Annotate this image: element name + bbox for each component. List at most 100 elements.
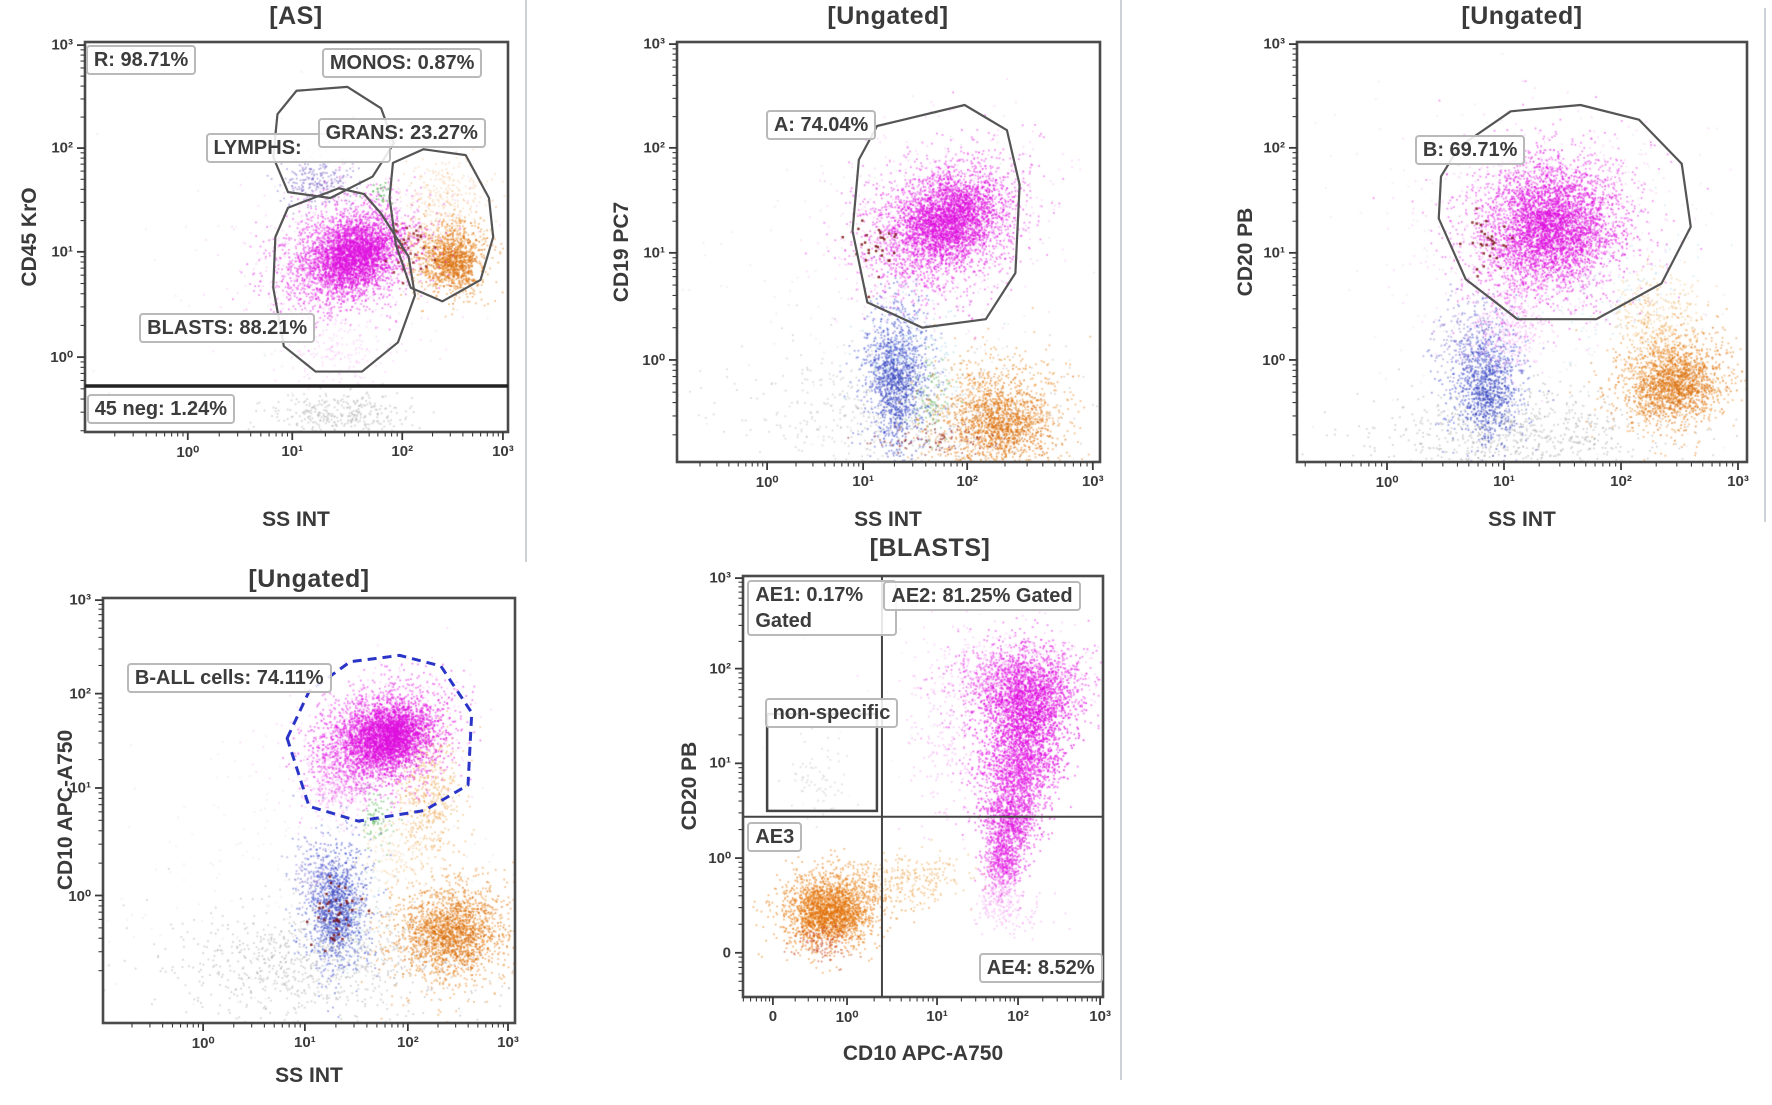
gate-label-b-line: B: 69.71% — [1422, 138, 1518, 161]
scatter-dots-flow-plot-cd20 — [1297, 42, 1747, 462]
plot-overlay-flow-plot-blasts — [735, 574, 1105, 1005]
y-tick-label: 10¹ — [51, 243, 73, 261]
panel-separator-1 — [525, 0, 527, 562]
y-tick-label: 10³ — [643, 35, 665, 53]
y-tick-label: 10⁰ — [642, 351, 665, 369]
x-tick-label: 10¹ — [852, 473, 874, 490]
scatter-dots-flow-plot-blasts — [743, 576, 1103, 997]
plot-overlay-flow-plot-cd10 — [95, 596, 517, 1031]
y-tick-label: 10² — [643, 139, 665, 157]
y-tick-label: 10¹ — [709, 754, 731, 772]
y-tick-label: 10⁰ — [68, 887, 91, 905]
x-tick-label: 10⁰ — [835, 1009, 859, 1026]
x-tick-label: 10² — [1007, 1008, 1029, 1025]
x-tick-label: 10¹ — [294, 1034, 316, 1051]
gate-label-blasts: BLASTS: 88.21% — [139, 313, 316, 344]
quadrant-label-ae1-line: Gated — [755, 610, 812, 633]
x-tick-label: 10¹ — [926, 1008, 948, 1025]
blasts-gate — [272, 187, 417, 373]
plot-title: [BLASTS] — [869, 534, 991, 562]
x-tick-label: 10⁰ — [755, 474, 779, 491]
y-tick-label: 10² — [1263, 139, 1285, 157]
gate-label-monos-line: MONOS: 0.87% — [329, 51, 475, 74]
y-tick-label: 10³ — [1263, 35, 1285, 53]
gate-label-grans: GRANS: 23.27% — [317, 118, 486, 149]
non-specific-label-line: non-specific — [772, 702, 891, 725]
plot-frame — [741, 574, 1105, 999]
gate-label-a: A: 74.04% — [765, 110, 877, 141]
y-tick-label: 10⁰ — [50, 349, 73, 367]
x-axis-label: CD10 APC-A750 — [842, 1042, 1004, 1065]
quadrant-label-ae3-line: AE3 — [755, 826, 795, 849]
gate-label-r: R: 98.71% — [85, 45, 197, 76]
gate-label-b-all-line: B-ALL cells: 74.11% — [134, 667, 324, 690]
y-tick-label: 10² — [709, 660, 731, 678]
gate-label-b-all: B-ALL cells: 74.11% — [126, 663, 332, 694]
x-tick-label: 10⁰ — [191, 1035, 215, 1052]
x-tick-label: 10³ — [1089, 1008, 1111, 1025]
gate-label-45neg-line: 45 neg: 1.24% — [94, 397, 227, 420]
x-tick-label: 10¹ — [1493, 473, 1515, 490]
x-tick-label: 10² — [1610, 473, 1632, 490]
scatter-dots-flow-plot-as — [85, 42, 508, 432]
x-tick-label: 10³ — [492, 443, 514, 460]
y-tick-label: 10² — [51, 139, 73, 157]
y-tick-label: 10¹ — [1263, 244, 1285, 262]
gate-label-r-line: R: 98.71% — [93, 49, 189, 72]
quadrant-label-ae1: AE1: 0.17% Gated — [747, 580, 898, 637]
quadrant-label-ae2: AE2: 81.25% Gated — [883, 581, 1081, 612]
b-all-gate — [285, 653, 474, 823]
x-tick-label: 10¹ — [281, 443, 304, 460]
quadrant-label-ae3: AE3 — [747, 822, 803, 853]
y-tick-label: 10⁰ — [708, 850, 731, 868]
y-tick-label: 10² — [69, 685, 91, 703]
plot-overlay-flow-plot-as — [77, 40, 510, 440]
x-tick-label: 10² — [391, 443, 414, 460]
x-tick-label: 10³ — [1727, 473, 1749, 490]
non-specific-label: non-specific — [764, 698, 899, 729]
x-tick-label: 10³ — [497, 1034, 519, 1051]
y-tick-label: 10³ — [69, 591, 91, 609]
plot-title: [Ungated] — [248, 565, 370, 593]
gate-label-blasts-line: BLASTS: 88.21% — [147, 317, 308, 340]
panel-separator-2 — [1120, 0, 1122, 1080]
y-axis-label: CD20 PB — [678, 741, 701, 831]
quadrant-label-ae4: AE4: 8.52% — [978, 952, 1103, 983]
x-tick-label: 10² — [956, 473, 979, 490]
y-tick-label: 10³ — [709, 569, 731, 587]
plot-title: [Ungated] — [827, 2, 949, 30]
y-axis-label: CD20 PB — [1234, 207, 1257, 297]
x-axis-label: SS INT — [1488, 508, 1556, 531]
x-tick-label: 10⁰ — [1375, 474, 1399, 491]
x-tick-label: 0 — [768, 1008, 778, 1025]
y-axis-label: CD45 KrO — [18, 187, 41, 287]
quadrant-label-ae4-line: AE4: 8.52% — [986, 956, 1095, 979]
y-tick-label: 10¹ — [643, 244, 665, 262]
x-axis-label: SS INT — [262, 508, 330, 531]
gate-label-grans-line: GRANS: 23.27% — [325, 122, 478, 145]
quadrant-label-ae2-line: AE2: 81.25% Gated — [891, 585, 1073, 608]
y-tick-label: 10³ — [51, 36, 73, 54]
plot-frame — [83, 40, 510, 434]
gate-label-lymphs-line: LYMPHS: — [213, 136, 302, 159]
b-gate — [1437, 103, 1692, 321]
x-tick-label: 10² — [397, 1034, 419, 1051]
x-axis-label: SS INT — [275, 1064, 343, 1087]
plot-overlay-flow-plot-cd19 — [669, 40, 1102, 470]
x-axis-label: SS INT — [854, 508, 922, 531]
gate-label-a-line: A: 74.04% — [773, 114, 869, 137]
plot-overlay-flow-plot-cd20 — [1289, 40, 1749, 470]
gate-label-monos: MONOS: 0.87% — [321, 47, 483, 78]
plot-title: [AS] — [269, 2, 323, 30]
y-tick-label: 10¹ — [69, 779, 91, 797]
plot-title: [Ungated] — [1461, 2, 1583, 30]
y-tick-label: 10⁰ — [1262, 351, 1285, 369]
scatter-dots-flow-plot-cd19 — [677, 42, 1100, 462]
gate-label-45neg: 45 neg: 1.24% — [86, 393, 235, 424]
y-tick-label: 0 — [722, 944, 731, 962]
plot-frame — [101, 596, 517, 1025]
grans-gate — [388, 148, 495, 303]
plot-frame — [1295, 40, 1749, 464]
x-tick-label: 10³ — [1081, 473, 1104, 490]
